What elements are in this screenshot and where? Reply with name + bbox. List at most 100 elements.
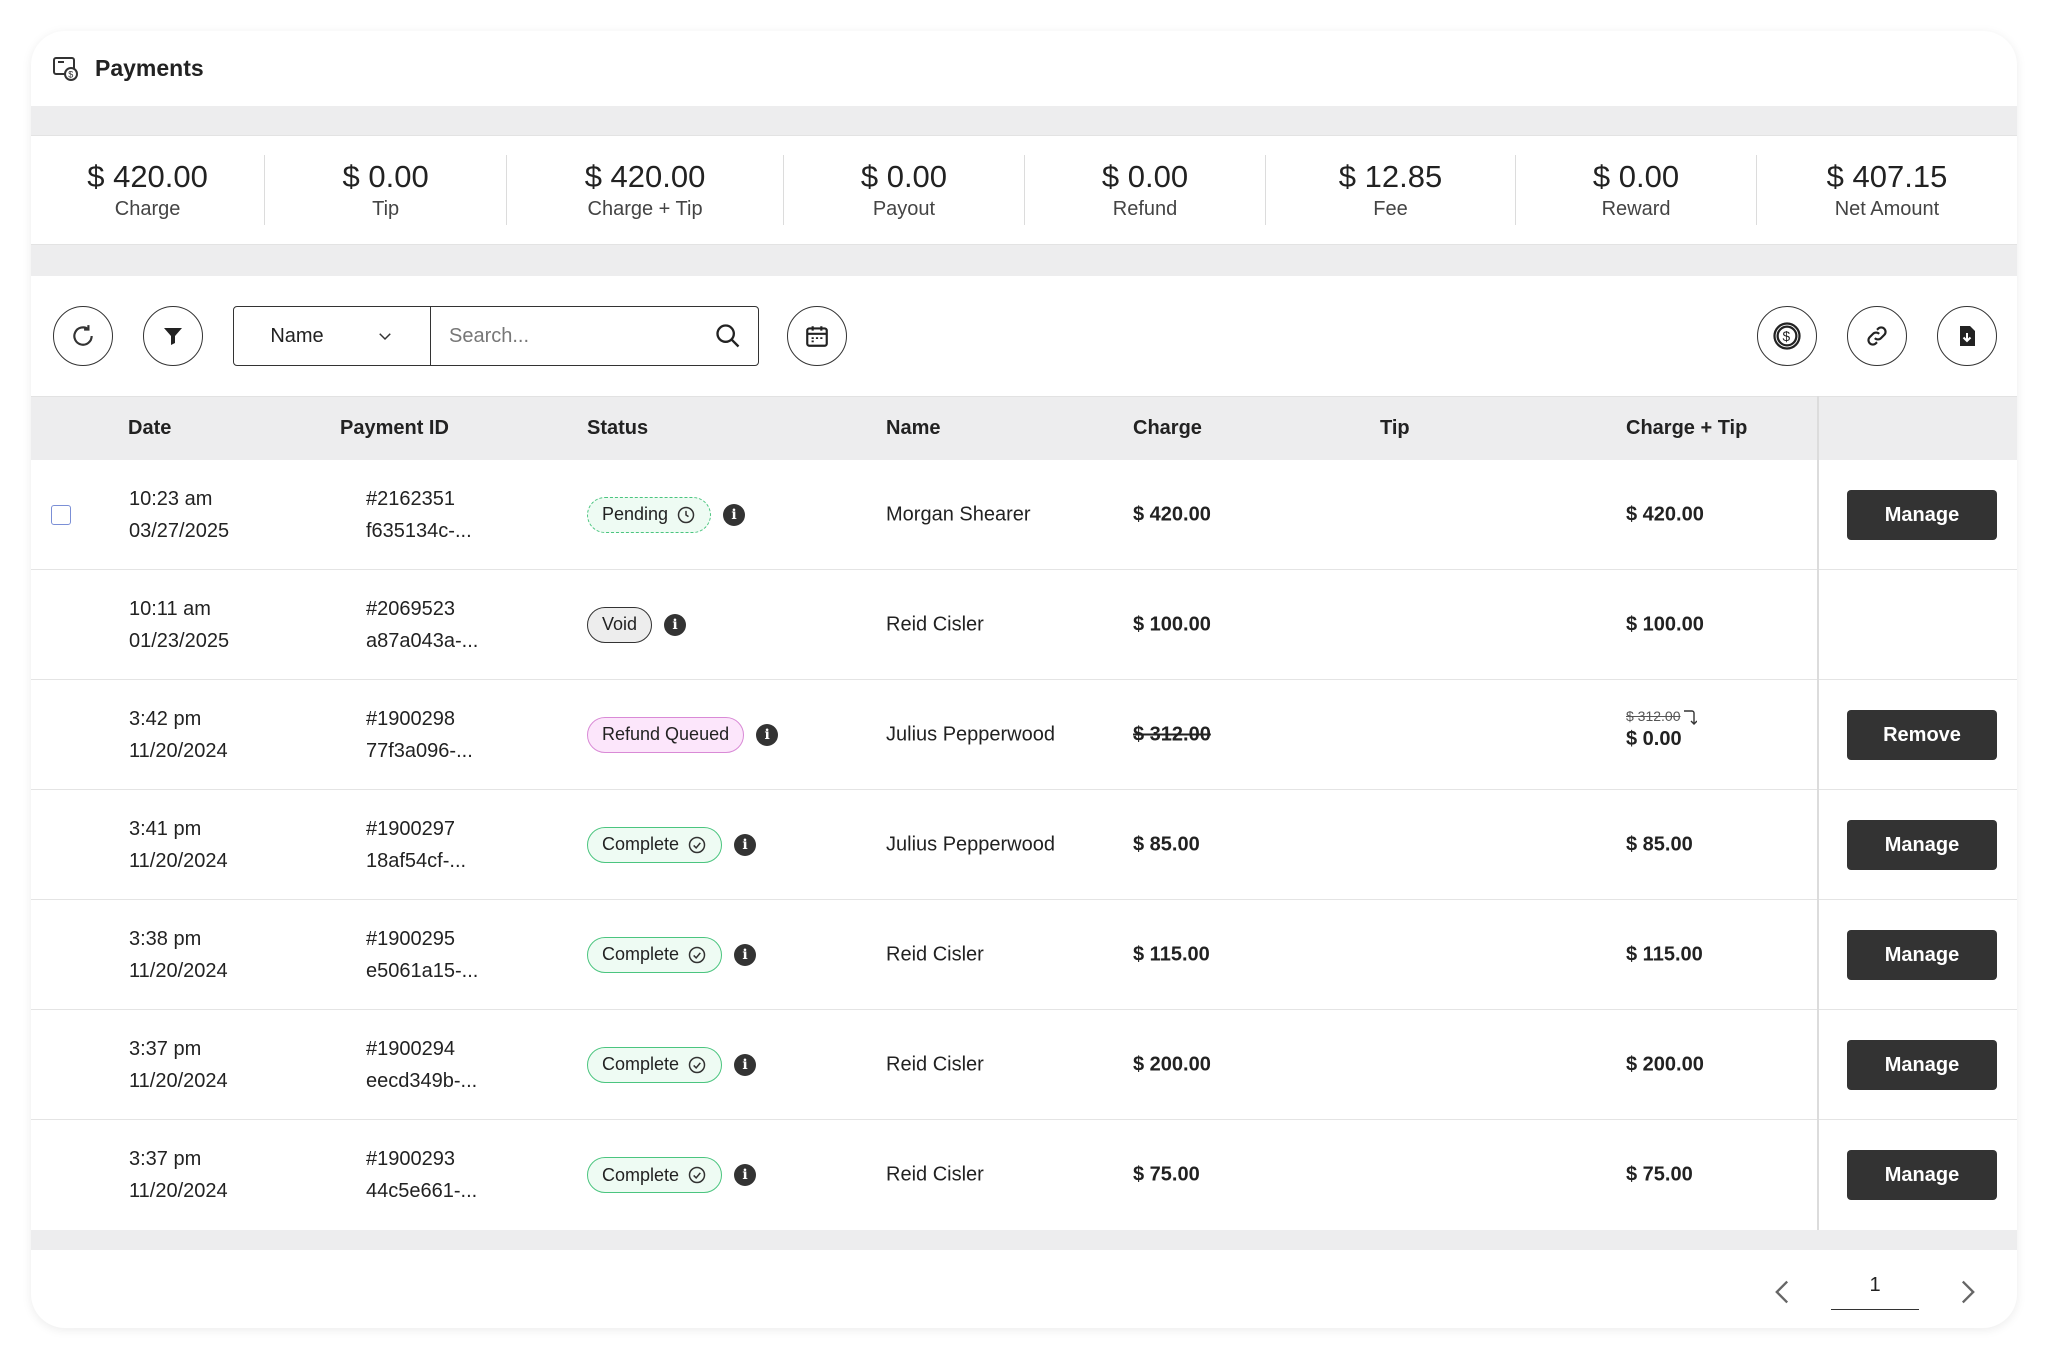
info-icon[interactable]: i	[734, 833, 757, 856]
check-circle-icon	[688, 836, 706, 853]
date-cell: 3:41 pm 11/20/2024	[129, 813, 228, 877]
payment-id: #1900293	[366, 1148, 455, 1170]
charge-cell: $ 312.00	[1133, 723, 1211, 745]
remove-button[interactable]: Remove	[1847, 710, 1997, 760]
column-header-tip[interactable]: Tip	[1380, 417, 1410, 439]
payment-id: #1900297	[366, 818, 455, 840]
info-icon[interactable]: i	[734, 1164, 757, 1186]
stat-label: Payout	[872, 198, 936, 220]
charge-tip-cell: $ 85.00	[1626, 833, 1693, 855]
link-button[interactable]	[1847, 306, 1907, 366]
search-icon[interactable]	[714, 322, 742, 350]
status-label: Pending	[602, 504, 669, 524]
status-cell: Complete i	[587, 1157, 757, 1193]
stat-label: Charge + Tip	[587, 198, 703, 220]
date-text: 01/23/2025	[129, 630, 230, 652]
currency-button[interactable]: $	[1757, 306, 1817, 366]
stat-value: $ 407.15	[1826, 159, 1948, 194]
table-row[interactable]: 10:23 am 03/27/2025 #2162351 f635134c-..…	[31, 460, 2017, 570]
manage-button[interactable]: Manage	[1847, 1150, 1997, 1200]
info-icon[interactable]: i	[734, 943, 757, 966]
manage-button[interactable]: Manage	[1847, 820, 1997, 870]
payment-id-cell: #1900297 18af54cf-...	[366, 813, 466, 877]
date-text: 11/20/2024	[129, 1180, 228, 1202]
time-text: 10:23 am	[129, 488, 213, 510]
stat-label: Fee	[1373, 198, 1408, 220]
charge-tip-cell: $ 75.00	[1626, 1163, 1693, 1186]
manage-button[interactable]: Manage	[1847, 490, 1997, 540]
toolbar: Name $	[31, 276, 2017, 396]
info-icon[interactable]: i	[734, 1053, 757, 1076]
column-header-status[interactable]: Status	[587, 417, 649, 439]
info-icon[interactable]: i	[756, 723, 779, 746]
table-row[interactable]: 3:37 pm 11/20/2024 #1900294 eecd349b-...…	[31, 1010, 2017, 1120]
info-icon[interactable]: i	[664, 613, 687, 636]
export-button[interactable]	[1937, 306, 1997, 366]
status-label: Complete	[602, 834, 680, 854]
payment-id-cell: #1900298 77f3a096-...	[366, 703, 473, 767]
row-checkbox[interactable]	[51, 505, 71, 525]
search-box	[431, 307, 758, 365]
stat-payout: $ 0.00 Payout	[784, 155, 1024, 225]
dollar-circle-icon: $	[1773, 322, 1801, 350]
date-picker-button[interactable]	[787, 306, 847, 366]
stat-label: Charge	[114, 198, 181, 220]
column-header-charge[interactable]: Charge	[1133, 417, 1202, 439]
table-row[interactable]: 3:37 pm 11/20/2024 #1900293 44c5e661-...…	[31, 1120, 2017, 1230]
divider	[1265, 155, 1267, 225]
status-label: Complete	[602, 1054, 680, 1074]
chevron-down-icon	[378, 333, 391, 341]
charge-tip-cell: $ 200.00	[1626, 1053, 1704, 1075]
payment-id-cell: #1900294 eecd349b-...	[366, 1033, 477, 1097]
date-text: 11/20/2024	[129, 960, 228, 982]
payment-id: #1900295	[366, 928, 455, 950]
info-icon[interactable]: i	[723, 503, 746, 526]
manage-button[interactable]: Manage	[1847, 930, 1997, 980]
table-row[interactable]: 3:38 pm 11/20/2024 #1900295 e5061a15-...…	[31, 900, 2017, 1010]
stat-fee: $ 12.85 Fee	[1266, 155, 1515, 225]
table-row[interactable]: 10:11 am 01/23/2025 #2069523 a87a043a-..…	[31, 570, 2017, 680]
column-header-payment-id[interactable]: Payment ID	[340, 417, 449, 439]
charge-cell: $ 100.00	[1133, 613, 1211, 635]
payment-id-cell: #2162351 f635134c-...	[366, 483, 472, 547]
date-text: 11/20/2024	[129, 850, 228, 872]
name-cell: Julius Pepperwood	[886, 833, 1055, 855]
payment-id-cell: #1900295 e5061a15-...	[366, 923, 478, 987]
manage-button[interactable]: Manage	[1847, 1040, 1997, 1090]
filter-field-label: Name	[270, 324, 324, 347]
chevron-right-icon[interactable]	[1959, 1279, 1977, 1305]
column-header-charge-tip[interactable]: Charge + Tip	[1626, 417, 1748, 439]
charge-cell: $ 85.00	[1133, 833, 1200, 855]
check-circle-icon	[688, 1056, 706, 1073]
stat-value: $ 0.00	[860, 159, 948, 194]
refresh-button[interactable]	[53, 306, 113, 366]
column-header-name[interactable]: Name	[886, 417, 941, 439]
filter-button[interactable]	[143, 306, 203, 366]
divider	[506, 155, 508, 225]
time-text: 3:38 pm	[129, 928, 202, 950]
payment-id-cell: #1900293 44c5e661-...	[366, 1143, 477, 1207]
charge-cell: $ 200.00	[1133, 1053, 1211, 1075]
stat-label: Refund	[1112, 198, 1178, 220]
chevron-left-icon[interactable]	[1773, 1279, 1791, 1305]
status-badge: Complete	[587, 826, 723, 863]
search-input[interactable]	[449, 324, 714, 348]
table-row[interactable]: 3:42 pm 11/20/2024 #1900298 77f3a096-...…	[31, 680, 2017, 790]
status-badge: Complete	[587, 936, 723, 973]
charge-cell: $ 115.00	[1133, 943, 1210, 965]
filter-field-select[interactable]: Name	[234, 307, 431, 365]
stat-value: $ 420.00	[87, 159, 208, 194]
stat-value: $ 12.85	[1338, 159, 1443, 194]
charge-tip-cell: $ 420.00	[1626, 503, 1704, 525]
name-cell: Julius Pepperwood	[886, 723, 1055, 745]
page-number[interactable]: 1	[1831, 1274, 1919, 1310]
column-header-date[interactable]: Date	[128, 417, 172, 439]
status-cell: Complete i	[587, 1046, 757, 1083]
payment-hash: eecd349b-...	[366, 1070, 478, 1092]
file-download-icon	[1960, 326, 1975, 346]
table-row[interactable]: 3:41 pm 11/20/2024 #1900297 18af54cf-...…	[31, 790, 2017, 900]
svg-text:$: $	[68, 69, 73, 79]
payment-hash: f635134c-...	[366, 520, 472, 542]
status-cell: Void i	[587, 606, 687, 643]
stat-reward: $ 0.00 Reward	[1516, 155, 1756, 225]
